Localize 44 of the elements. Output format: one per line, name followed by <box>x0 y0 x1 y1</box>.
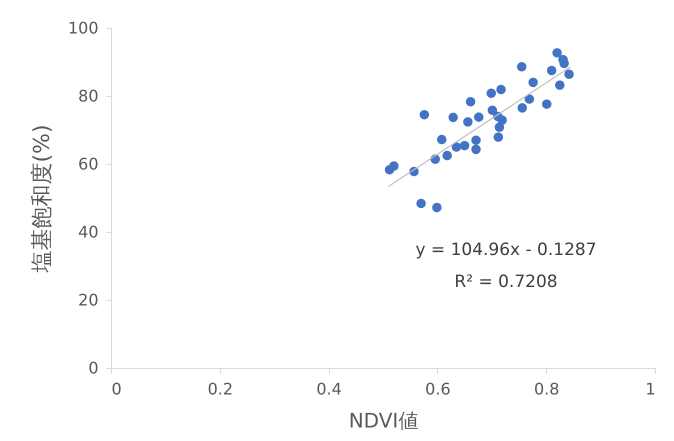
annotation: R² = 0.7208 <box>454 272 558 292</box>
x-tick-label: 0.8 <box>534 380 560 398</box>
x-tick-label: 0.2 <box>208 380 234 398</box>
point <box>442 150 452 160</box>
y-tick-label: 20 <box>78 290 98 310</box>
point <box>516 62 526 72</box>
point <box>420 110 430 120</box>
point <box>463 117 473 127</box>
x-axis-title: NDVI値 <box>348 408 418 432</box>
point <box>416 198 426 208</box>
y-tick-label: 100 <box>68 18 98 38</box>
point <box>552 48 562 58</box>
x-tick-label: 0.4 <box>316 380 342 398</box>
point <box>564 70 574 79</box>
point <box>555 80 565 90</box>
point <box>437 134 446 144</box>
point <box>528 78 538 88</box>
point <box>494 132 504 142</box>
point <box>486 88 496 98</box>
point <box>466 97 476 107</box>
point <box>559 58 569 68</box>
y-tick-label: 40 <box>78 222 98 242</box>
point <box>496 84 506 94</box>
point <box>494 122 504 132</box>
y-tick-label: 60 <box>78 154 98 174</box>
y-tick-label: 80 <box>78 86 98 106</box>
point <box>474 112 484 122</box>
point <box>460 140 470 150</box>
point <box>542 99 552 109</box>
point <box>488 106 498 116</box>
point <box>432 202 442 212</box>
y-tick-label: 0 <box>88 358 98 378</box>
y-axis-title: 塩基飽和度(%) <box>30 124 55 274</box>
point <box>524 94 534 104</box>
annotation: y = 104.96x - 0.1287 <box>415 240 597 260</box>
point <box>518 103 528 113</box>
point <box>389 161 399 171</box>
point <box>546 66 556 76</box>
x-tick-label: 0 <box>112 380 122 398</box>
point <box>471 135 481 145</box>
x-tick-label: 0.6 <box>425 380 451 398</box>
x-tick-label: 1 <box>645 380 656 398</box>
point <box>471 144 481 154</box>
point <box>448 112 458 122</box>
